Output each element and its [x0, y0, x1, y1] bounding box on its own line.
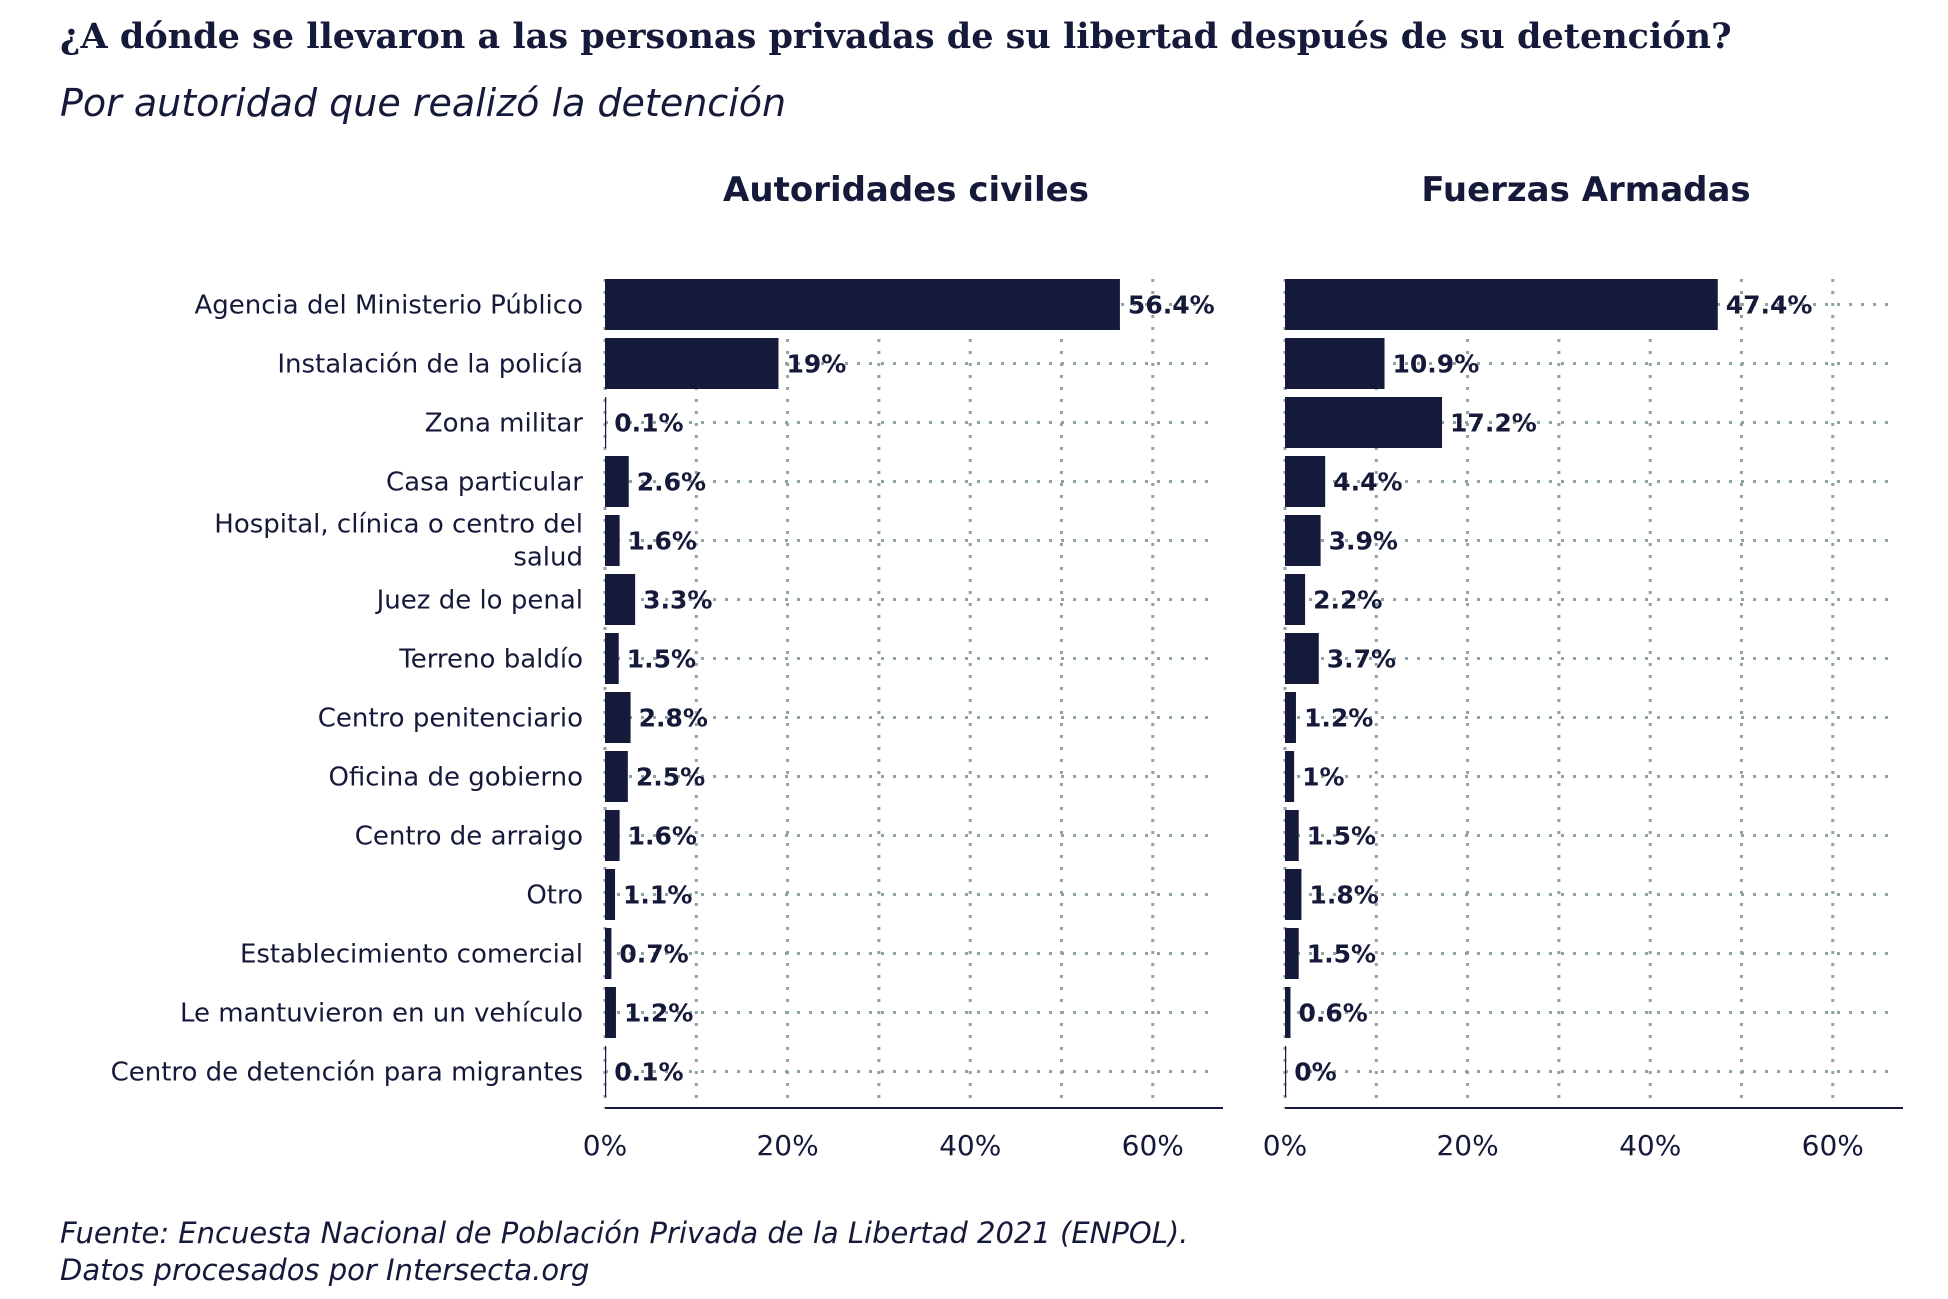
- panel-autoridades-civiles: Autoridades civiles 56.4% 19% 0.1% 2.6% 1.6% 3…: [583, 170, 1223, 1162]
- category-label: Centro de arraigo: [355, 822, 583, 852]
- panel-fuerzas-armadas: Fuerzas Armadas 47.4% 10.9% 17.2% 4.4% 3.9% 2.…: [1263, 170, 1903, 1162]
- bar-value-label: 1.2%: [624, 999, 693, 1028]
- x-tick-label: 20%: [1436, 1129, 1498, 1162]
- bar: [1285, 987, 1291, 1038]
- x-tick-label: 60%: [1802, 1129, 1864, 1162]
- bar-value-label: 1.6%: [628, 527, 697, 556]
- bar-value-label: 19%: [786, 350, 846, 379]
- bar-value-label: 0.6%: [1298, 999, 1367, 1028]
- bar-value-label: 0.1%: [614, 409, 683, 438]
- category-label: Hospital, clínica o centro del salud: [214, 510, 583, 573]
- bar-value-label: 56.4%: [1128, 291, 1215, 320]
- bar: [605, 751, 628, 802]
- bar: [1285, 751, 1295, 802]
- bar: [1285, 869, 1302, 920]
- x-tick-label: 60%: [1122, 1129, 1184, 1162]
- x-tick-label: 40%: [1619, 1129, 1681, 1162]
- bar: [1285, 338, 1385, 389]
- bar: [1285, 456, 1326, 507]
- category-labels: Agencia del Ministerio Público Instalació…: [111, 291, 584, 1088]
- category-label: Oficina de gobierno: [328, 763, 583, 793]
- x-tick-label: 40%: [939, 1129, 1001, 1162]
- bar-value-label: 2.2%: [1313, 586, 1382, 615]
- bar: [605, 1046, 607, 1097]
- bar: [605, 810, 620, 861]
- bar-value-label: 1.5%: [1307, 940, 1376, 969]
- x-tick-label: 0%: [583, 1129, 627, 1162]
- x-tick-label: 0%: [1263, 1129, 1307, 1162]
- bar-value-label: 1.1%: [623, 881, 692, 910]
- bar-value-label: 1.5%: [1307, 822, 1376, 851]
- category-label: Le mantuvieron en un vehículo: [180, 999, 583, 1029]
- bar-value-label: 2.8%: [639, 704, 708, 733]
- bar: [1285, 574, 1306, 625]
- category-label: Centro de detención para migrantes: [111, 1058, 583, 1088]
- bar-value-label: 1.6%: [628, 822, 697, 851]
- bar: [1285, 1046, 1287, 1097]
- bar: [605, 515, 620, 566]
- bar: [1285, 397, 1443, 448]
- bar: [605, 338, 779, 389]
- bar-value-label: 1.5%: [627, 645, 696, 674]
- category-label: Establecimiento comercial: [240, 940, 583, 970]
- category-label: Casa particular: [386, 468, 583, 498]
- bar: [605, 279, 1120, 330]
- bar-value-label: 1%: [1302, 763, 1344, 792]
- panel-title: Fuerzas Armadas: [1421, 170, 1750, 210]
- chart-title: ¿A dónde se llevaron a las personas priv…: [60, 16, 1732, 57]
- bar: [1285, 515, 1321, 566]
- category-label: Otro: [526, 881, 583, 911]
- bar-value-label: 0.7%: [619, 940, 688, 969]
- bar-value-label: 4.4%: [1333, 468, 1402, 497]
- caption-credit: Datos procesados por Intersecta.org: [60, 1253, 589, 1287]
- bar: [1285, 633, 1319, 684]
- bar: [605, 928, 612, 979]
- bar-value-label: 1.8%: [1309, 881, 1378, 910]
- bar-value-label: 3.9%: [1329, 527, 1398, 556]
- category-label: Juez de lo penal: [375, 586, 583, 616]
- category-label: Agencia del Ministerio Público: [194, 291, 583, 321]
- chart-subtitle: Por autoridad que realizó la detención: [60, 81, 786, 125]
- bar-value-label: 3.7%: [1327, 645, 1396, 674]
- bar-value-label: 0.1%: [614, 1058, 683, 1087]
- category-label: Centro penitenciario: [318, 704, 583, 734]
- bar: [605, 456, 629, 507]
- bar: [605, 869, 616, 920]
- bar-value-label: 3.3%: [643, 586, 712, 615]
- category-label-line: Hospital, clínica o centro del: [214, 510, 583, 540]
- bar-value-label: 2.5%: [636, 763, 705, 792]
- bar: [605, 574, 636, 625]
- category-label: Terreno baldío: [398, 645, 583, 675]
- bar: [605, 692, 631, 743]
- chart-panels: Autoridades civiles 56.4% 19% 0.1% 2.6% 1.6% 3…: [583, 170, 1903, 1162]
- x-tick-label: 20%: [756, 1129, 818, 1162]
- bar-value-label: 10.9%: [1393, 350, 1480, 379]
- category-label: Zona militar: [425, 409, 584, 439]
- bar-value-label: 17.2%: [1450, 409, 1537, 438]
- bar-value-label: 1.2%: [1304, 704, 1373, 733]
- bar: [605, 633, 619, 684]
- bar: [605, 987, 616, 1038]
- bar: [1285, 810, 1299, 861]
- bar-value-label: 47.4%: [1726, 291, 1813, 320]
- bar-value-label: 2.6%: [637, 468, 706, 497]
- bar: [1285, 692, 1296, 743]
- bar: [605, 397, 607, 448]
- bar-value-label: 0%: [1294, 1058, 1336, 1087]
- bar: [1285, 928, 1299, 979]
- panel-title: Autoridades civiles: [723, 170, 1089, 210]
- category-label: Instalación de la policía: [277, 350, 583, 380]
- caption-source: Fuente: Encuesta Nacional de Población P…: [60, 1216, 1188, 1250]
- bar: [1285, 279, 1718, 330]
- category-label-line: salud: [513, 543, 583, 573]
